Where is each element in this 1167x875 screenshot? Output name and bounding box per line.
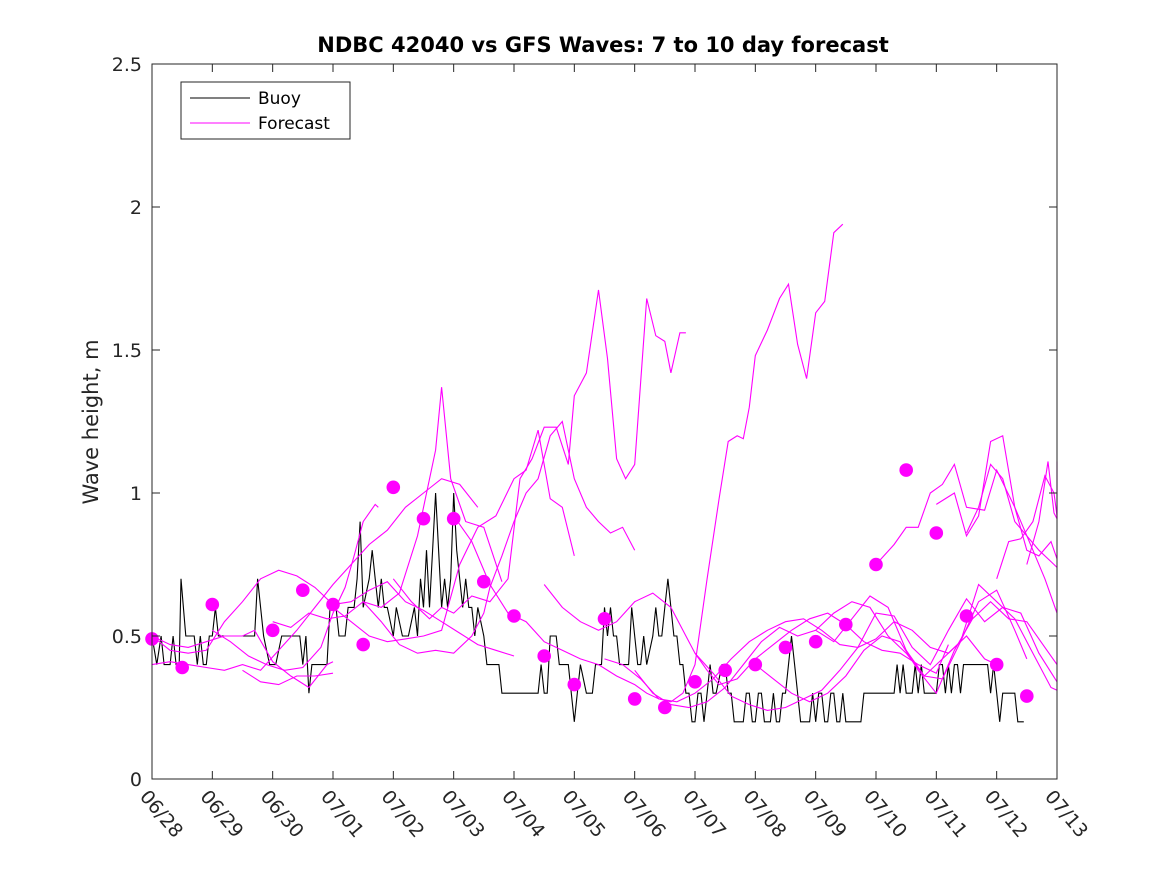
forecast-run-line-2 [151,629,334,689]
forecast-run-line-8 [392,289,686,620]
forecast-run-line-5 [272,387,503,629]
forecast-marker-18 [718,663,732,678]
forecast-marker-6 [356,637,371,652]
forecast-run-line-1 [151,478,479,671]
forecast-marker-19 [748,657,763,672]
forecast-marker-24 [899,463,913,477]
y-tick-label: 0 [130,769,142,791]
forecast-marker-28 [1020,689,1034,703]
forecast-run-line-6 [332,429,575,643]
forecast-run-line-4 [242,669,334,686]
forecast-run-line-9 [453,223,844,703]
forecast-marker-25 [929,526,944,540]
forecast-run-line-3 [212,503,379,671]
axes-box [151,63,1058,780]
forecast-marker-7 [386,480,401,495]
forecast-run-line-11 [604,618,997,703]
y-tick-label: 1.5 [112,340,142,362]
forecast-marker-14 [597,612,612,626]
forecast-marker-5 [326,597,340,612]
forecast-marker-1 [175,660,189,675]
forecast-marker-3 [265,623,280,638]
forecast-run-line-14 [754,600,1058,703]
forecast-marker-21 [808,634,823,649]
buoy-series-line [151,492,1024,723]
chart-title: NDBC 42040 vs GFS Waves: 7 to 10 day for… [317,33,888,57]
forecast-marker-26 [959,609,974,623]
y-tick-label: 0.5 [112,626,142,648]
forecast-marker-23 [869,557,883,572]
legend-label-buoy: Buoy [258,89,301,109]
forecast-run-line-17 [936,434,1058,559]
forecast-run-line-13 [694,597,1058,711]
forecast-marker-11 [507,609,521,623]
forecast-marker-10 [477,574,491,589]
forecast-marker-9 [446,511,461,526]
forecast-marker-16 [658,700,672,715]
forecast-run-line-15 [815,583,1058,691]
y-axis-label: Wave height, m [79,339,103,504]
y-tick-label: 2 [130,197,142,219]
forecast-marker-12 [537,649,551,663]
forecast-marker-27 [989,657,1004,672]
legend-box [180,81,351,140]
forecast-marker-22 [839,617,853,632]
forecast-marker-15 [627,692,642,706]
legend-label-forecast: Forecast [258,114,330,134]
forecast-marker-2 [205,597,220,612]
forecast-run-line-18 [966,463,1058,568]
forecast-marker-17 [688,675,702,689]
forecast-marker-4 [296,583,310,597]
y-tick-label: 2.5 [112,54,142,76]
y-tick-label: 1 [130,483,142,505]
forecast-marker-13 [567,677,582,692]
forecast-run-line-10 [543,584,949,686]
forecast-marker-20 [778,640,793,655]
forecast-run-line-16 [875,463,1058,614]
forecast-run-line-7 [362,420,636,654]
legend: Buoy Forecast [180,81,351,140]
forecast-marker-8 [416,511,431,526]
